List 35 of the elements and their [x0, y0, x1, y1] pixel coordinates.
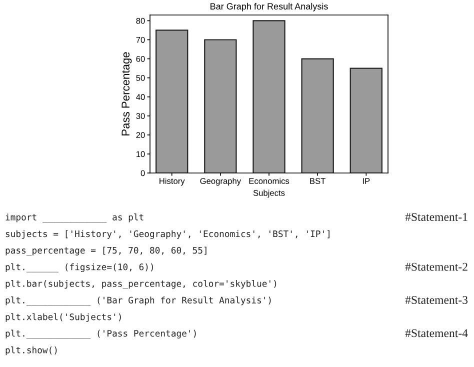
- y-tick-label: 80: [136, 18, 145, 24]
- text: plt.____________ ('Bar Graph for Result Analysis'): [6, 296, 271, 306]
- x-tick-label: IP: [362, 178, 370, 184]
- text: plt.show(): [6, 346, 57, 356]
- y-tick-label: 10: [136, 151, 145, 158]
- text: plt.xlabel('Subjects'): [6, 313, 121, 322]
- text: subjects = ['History', 'Geography', 'Economics', 'BST', 'IP']: [6, 230, 330, 239]
- text: pass_percentage = [75, 70, 80, 60, 55]: [6, 246, 206, 256]
- text: #Statement-4: [405, 329, 468, 338]
- x-tick-label: History: [160, 178, 185, 186]
- y-tick-label: 60: [136, 56, 145, 62]
- bar: [350, 68, 382, 173]
- y-tick-label: 30: [136, 113, 145, 119]
- y-tick-label: 50: [136, 75, 145, 81]
- y-tick-label: 40: [136, 94, 145, 100]
- bar: [204, 39, 237, 173]
- y-tick-label: 0: [140, 170, 145, 176]
- bar: [252, 20, 286, 173]
- x-tick-label: Economics: [249, 178, 290, 184]
- text: #Statement-2: [405, 262, 468, 271]
- chart-title: Bar Graph for Result Analysis: [210, 2, 328, 12]
- text: #Statement-3: [405, 296, 468, 304]
- y-tick-label: 70: [136, 36, 145, 43]
- text: import ____________ as plt: [6, 214, 144, 222]
- y-tick-label: 20: [136, 132, 145, 138]
- text: plt.____________ ('Pass Percentage'): [6, 330, 196, 339]
- text: plt.bar(subjects, pass_percentage, color='skyblue'): [6, 280, 276, 289]
- x-tick-label: BST: [310, 178, 326, 184]
- text: #Statement-1: [405, 213, 468, 221]
- y-axis-title: Pass Percentage: [122, 52, 132, 136]
- bar: [301, 58, 334, 173]
- x-axis-title: Subjects: [253, 190, 285, 198]
- text: plt.______ (figsize=(10, 6)): [6, 263, 153, 272]
- bar: [156, 30, 188, 173]
- x-tick-label: Geography: [200, 178, 242, 186]
